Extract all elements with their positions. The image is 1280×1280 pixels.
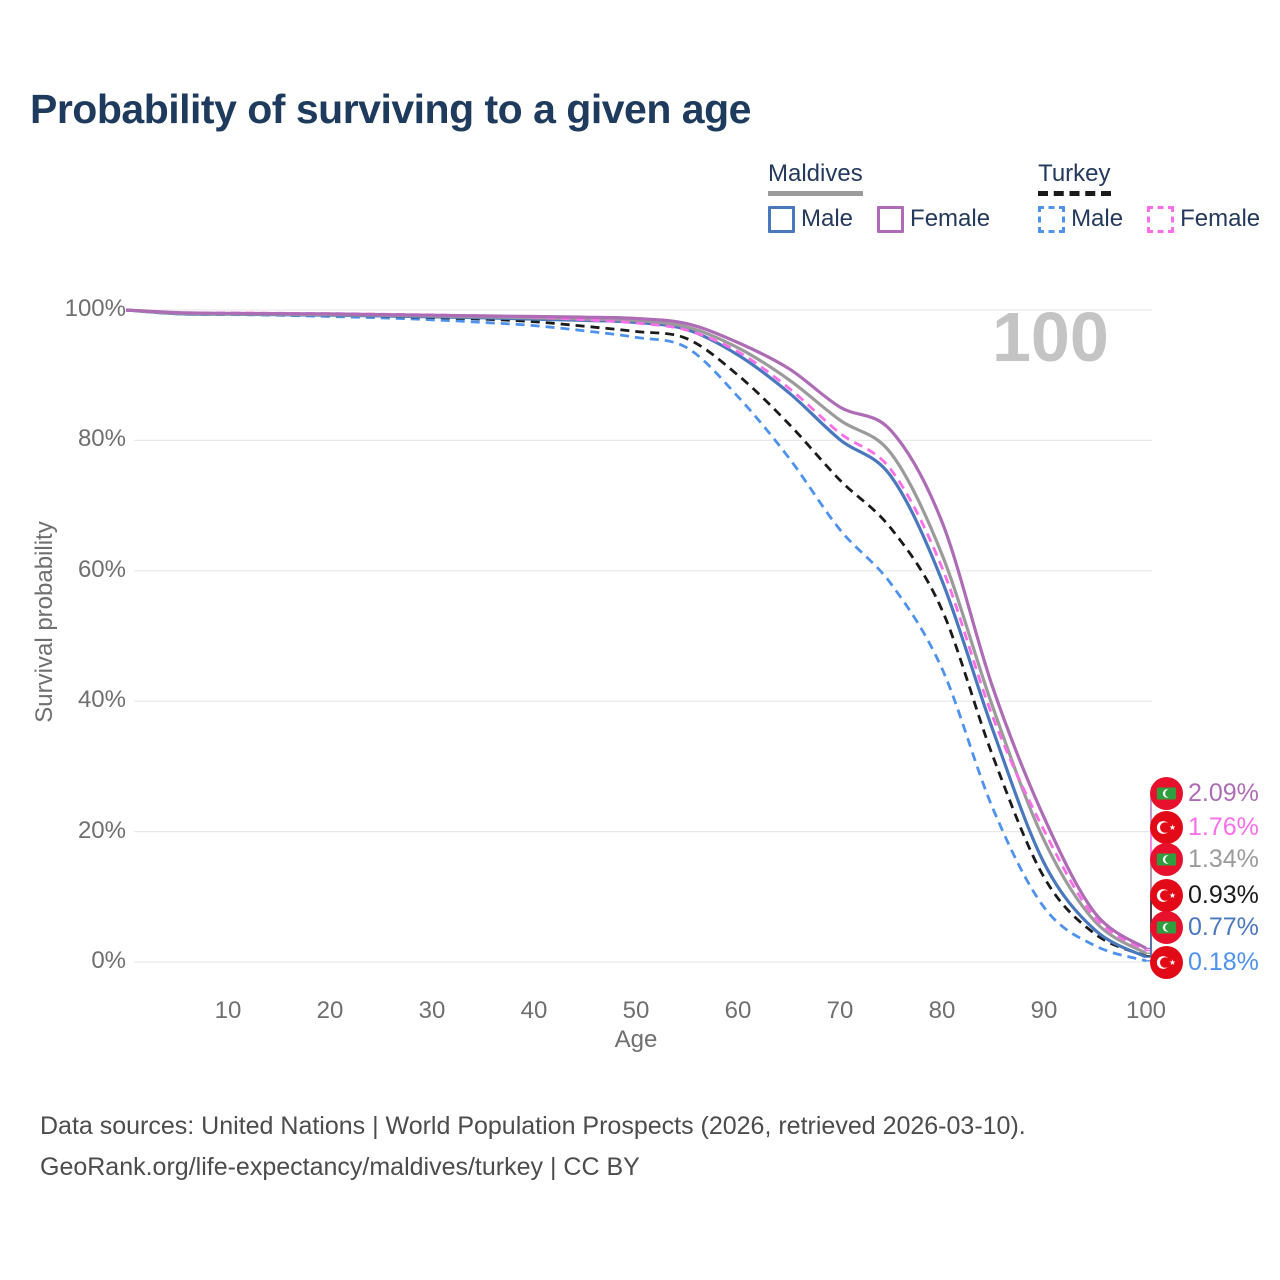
end-label-maldives_male[interactable]: 0.77% [1150,910,1259,944]
footer: Data sources: United Nations | World Pop… [40,1106,1026,1188]
end-label-value: 1.34% [1188,845,1259,873]
end-label-value: 0.18% [1188,948,1259,976]
x-axis-tick-label: 100 [1125,997,1167,1024]
legend-item-maldives-male[interactable]: Male [768,205,853,233]
y-axis-tick-label: 20% [77,816,126,844]
end-label-value: 0.77% [1188,913,1259,941]
x-axis-tick-label: 30 [418,997,446,1024]
end-label-value: 1.76% [1188,813,1259,841]
end-label-turkey_all[interactable]: 0.93% [1150,878,1259,912]
x-axis-tick-label: 80 [928,997,956,1024]
end-label-maldives_all[interactable]: 1.34% [1150,842,1259,876]
end-label-maldives_female[interactable]: 2.09% [1150,776,1259,810]
x-axis-tick-label: 90 [1030,997,1058,1024]
x-axis-tick-label: 20 [316,997,344,1024]
footer-data-sources: Data sources: United Nations | World Pop… [40,1112,1026,1140]
y-axis-tick-label: 100% [64,295,126,322]
turkey-flag-icon [1150,878,1183,912]
legend-item-label: Female [1180,205,1261,232]
end-label-turkey_female[interactable]: 1.76% [1150,810,1259,844]
x-axis-tick-label: 50 [622,997,650,1024]
curve-turkey_all [125,308,1147,958]
legend-item-turkey-female[interactable]: Female [1147,205,1260,233]
turkey-female-swatch-icon [1147,205,1175,233]
legend: Maldives Male Female Turkey Male [768,160,1260,233]
y-axis-tick-label: 40% [77,686,126,714]
curve-maldives_all [125,308,1147,955]
curve-turkey_female [125,308,1147,952]
legend-country-turkey[interactable]: Turkey [1038,160,1111,196]
end-label-turkey_male[interactable]: 0.18% [1150,945,1259,979]
survival-curves-plot [125,308,1160,963]
y-axis-tick-label: 0% [91,947,126,974]
turkey-flag-icon [1150,810,1183,844]
end-label-value: 0.93% [1188,881,1259,909]
x-axis-tick-label: 70 [826,997,854,1024]
legend-items-maldives: Male Female [768,205,990,233]
curve-turkey_male [125,308,1147,963]
legend-item-turkey-male[interactable]: Male [1038,205,1123,233]
page-title: Probability of surviving to a given age [30,86,751,132]
x-axis-title: Age [614,1026,658,1053]
maldives-flag-icon [1150,842,1183,876]
maldives-female-swatch-icon [877,205,905,233]
x-axis-tick-label: 10 [214,997,242,1024]
legend-item-label: Male [1071,205,1124,232]
legend-group-turkey: Turkey Male Female [1038,160,1260,233]
age-watermark: 100 [992,298,1109,376]
legend-item-label: Male [801,205,854,232]
legend-item-maldives-female[interactable]: Female [877,205,990,233]
x-axis-tick-label: 60 [724,997,752,1024]
turkey-flag-icon [1150,945,1183,979]
maldives-male-swatch-icon [768,205,795,233]
legend-group-maldives: Maldives Male Female [768,160,990,233]
end-label-value: 2.09% [1188,779,1259,807]
maldives-flag-icon [1150,910,1183,944]
curve-maldives_male [125,308,1147,959]
y-axis-tick-label: 80% [77,425,126,453]
maldives-flag-icon [1150,776,1183,810]
legend-items-turkey: Male Female [1038,205,1260,233]
y-axis-tick-label: 60% [77,555,126,583]
y-axis-title: Survival probability [31,521,58,723]
footer-attribution: GeoRank.org/life-expectancy/maldives/tur… [40,1153,640,1181]
legend-country-maldives[interactable]: Maldives [768,160,863,196]
legend-item-label: Female [910,205,991,232]
turkey-male-swatch-icon [1038,205,1066,233]
curve-maldives_female [125,308,1147,950]
x-axis-tick-label: 40 [520,997,548,1024]
